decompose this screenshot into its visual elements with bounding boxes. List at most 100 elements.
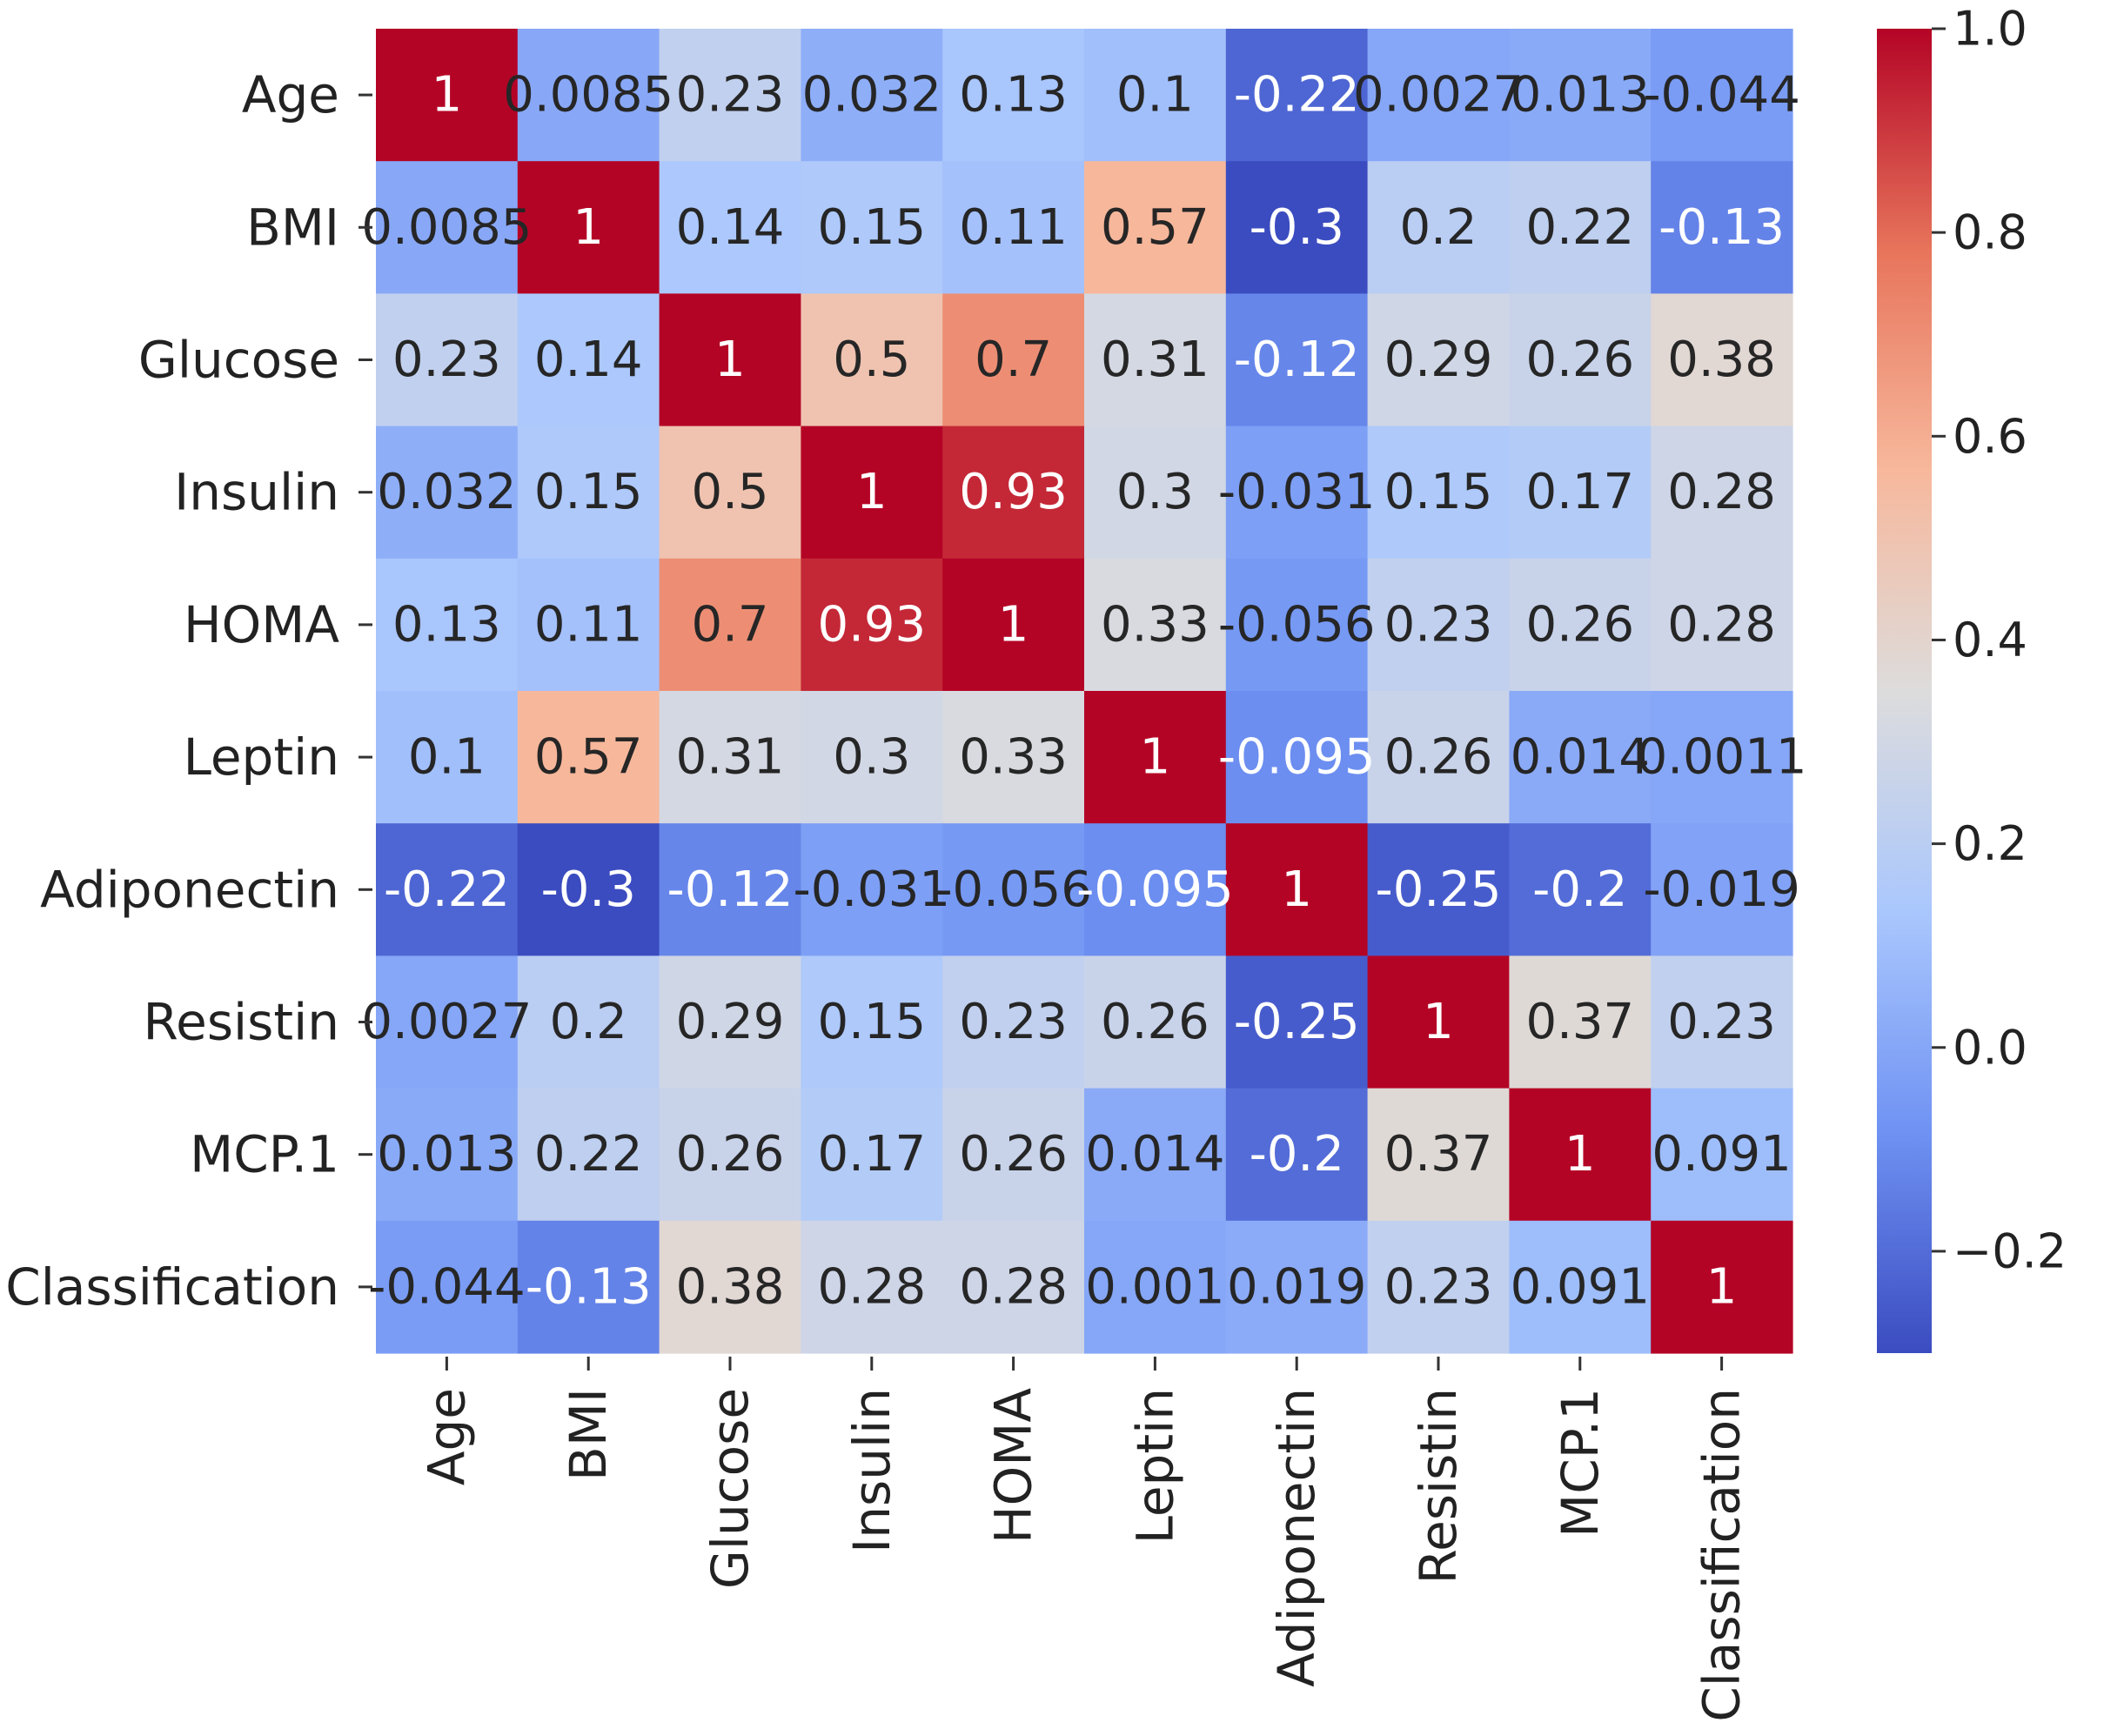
- cell-value-label: 0.33: [959, 729, 1068, 786]
- y-tick-label: BMI: [246, 198, 339, 257]
- cell-value-label: 0.013: [1511, 67, 1650, 124]
- heatmap-cell-4-1: [517, 558, 660, 692]
- x-tick-label: Classification: [1692, 1388, 1752, 1722]
- cell-value-label: 0.0085: [503, 67, 673, 124]
- cell-value-label: 1: [1565, 1126, 1596, 1183]
- x-tick-label: Resistin: [1409, 1388, 1468, 1585]
- heatmap-cell-8-7: [1367, 1088, 1510, 1222]
- cell-value-label: -0.044: [1643, 67, 1800, 124]
- heatmap-cell-labels: 1 0.0085 0.23 0.032 0.13 0.1 -0.220.00270.013-…: [361, 67, 1806, 1316]
- y-tick-label: Adiponectin: [40, 860, 339, 919]
- y-tick-label: MCP.1: [190, 1125, 339, 1184]
- x-axis: Age BMI Glucose Insulin HOMA Leptin Adiponecti…: [417, 1357, 1752, 1722]
- cell-value-label: 0.23: [1667, 994, 1776, 1050]
- cell-value-label: 0.032: [377, 464, 516, 520]
- heatmap-cell-2-8: [1509, 293, 1652, 427]
- heatmap-cell-7-3: [801, 955, 943, 1089]
- heatmap-cell-9-6: [1225, 1220, 1369, 1354]
- heatmap-cell-5-0: [376, 691, 519, 824]
- heatmap-cell-9-2: [659, 1220, 801, 1354]
- heatmap-cell-0-9: [1651, 29, 1793, 162]
- heatmap-cell-5-3: [801, 691, 943, 824]
- heatmap-cell-2-9: [1651, 293, 1793, 427]
- heatmap-cell-8-4: [942, 1088, 1085, 1222]
- y-tick-label: Glucose: [138, 331, 339, 390]
- cell-value-label: 0.13: [392, 596, 501, 653]
- y-axis: Age BMI Glucose Insulin HOMA Leptin Adiponecti…: [5, 65, 372, 1317]
- heatmap-cell-6-1: [517, 823, 660, 956]
- cell-value-label: -0.056: [1218, 596, 1376, 653]
- cell-value-label: 0.33: [1101, 596, 1209, 653]
- cell-value-label: -0.3: [1250, 199, 1344, 256]
- cell-value-label: -0.22: [384, 861, 510, 918]
- heatmap-cell-2-0: [376, 293, 519, 427]
- heatmap-cell-8-6: [1225, 1088, 1369, 1222]
- cell-value-label: 1: [432, 67, 463, 124]
- heatmap-cell-7-1: [517, 955, 660, 1089]
- cell-value-label: 0.26: [1384, 729, 1493, 786]
- cell-value-label: -0.031: [794, 861, 951, 918]
- colorbar-gradient-bar: [1877, 29, 1932, 1353]
- colorbar-tick-label: 0.0: [1953, 1020, 2027, 1075]
- cell-value-label: 0.37: [1384, 1126, 1493, 1183]
- heatmap-cell-2-6: [1225, 293, 1369, 427]
- cell-value-label: -0.25: [1376, 861, 1502, 918]
- cell-value-label: 0.26: [1525, 332, 1634, 388]
- heatmap-cell-8-8: [1509, 1088, 1652, 1222]
- heatmap-cell-8-9: [1651, 1088, 1793, 1222]
- heatmap-cell-0-2: [659, 29, 801, 162]
- cell-value-label: 0.019: [1227, 1258, 1366, 1315]
- cell-value-label: 0.23: [676, 67, 785, 124]
- heatmap-cell-0-5: [1084, 29, 1227, 162]
- cell-value-label: 0.23: [1384, 1258, 1493, 1315]
- cell-value-label: 1: [573, 199, 604, 256]
- heatmap-cell-7-6: [1225, 955, 1369, 1089]
- cell-value-label: -0.25: [1234, 994, 1360, 1050]
- heatmap-cell-3-2: [659, 426, 801, 560]
- x-tick-label: Age: [417, 1388, 476, 1485]
- colorbar: −0.2 0.0 0.2 0.4 0.6 0.8 1.0: [1877, 2, 2067, 1353]
- heatmap-cell-9-7: [1367, 1220, 1510, 1354]
- heatmap-cell-1-4: [942, 161, 1085, 294]
- heatmap-cell-4-2: [659, 558, 801, 692]
- heatmap-cells: [376, 29, 1793, 1354]
- cell-value-label: 0.15: [817, 199, 926, 256]
- cell-value-label: 0.28: [959, 1258, 1068, 1315]
- heatmap-cell-7-4: [942, 955, 1085, 1089]
- heatmap-cell-6-0: [376, 823, 519, 956]
- heatmap-cell-0-6: [1225, 29, 1369, 162]
- heatmap-cell-1-9: [1651, 161, 1793, 294]
- cell-value-label: -0.019: [1643, 861, 1800, 918]
- heatmap-cell-5-1: [517, 691, 660, 824]
- heatmap-cell-6-4: [942, 823, 1085, 956]
- x-tick-label: Glucose: [700, 1388, 760, 1589]
- cell-value-label: 1: [1706, 1258, 1738, 1315]
- cell-value-label: -0.22: [1234, 67, 1360, 124]
- colorbar-tick-label: 0.4: [1953, 613, 2027, 667]
- heatmap-cell-1-8: [1509, 161, 1652, 294]
- cell-value-label: 0.013: [377, 1126, 516, 1183]
- cell-value-label: 1: [1423, 994, 1454, 1050]
- cell-value-label: 0.001: [1085, 1258, 1224, 1315]
- heatmap-cell-3-9: [1651, 426, 1793, 560]
- cell-value-label: -0.2: [1250, 1126, 1344, 1183]
- cell-value-label: 0.091: [1511, 1258, 1650, 1315]
- colorbar-tick-label: −0.2: [1953, 1223, 2067, 1278]
- heatmap-cell-8-3: [801, 1088, 943, 1222]
- colorbar-tick-label: 1.0: [1953, 2, 2027, 57]
- cell-value-label: -0.3: [541, 861, 636, 918]
- cell-value-label: 1: [1281, 861, 1312, 918]
- cell-value-label: 0.14: [676, 199, 785, 256]
- x-tick-label: MCP.1: [1551, 1388, 1610, 1538]
- heatmap-cell-9-1: [517, 1220, 660, 1354]
- heatmap-cell-2-5: [1084, 293, 1227, 427]
- heatmap-cell-0-7: [1367, 29, 1510, 162]
- cell-value-label: 1: [998, 596, 1029, 653]
- cell-value-label: 0.15: [534, 464, 643, 520]
- cell-value-label: -0.12: [667, 861, 794, 918]
- cell-value-label: 1: [1140, 729, 1171, 786]
- heatmap-cell-7-0: [376, 955, 519, 1089]
- cell-value-label: 0.15: [1384, 464, 1493, 520]
- heatmap-cell-0-0: [376, 29, 519, 162]
- heatmap-cell-0-3: [801, 29, 943, 162]
